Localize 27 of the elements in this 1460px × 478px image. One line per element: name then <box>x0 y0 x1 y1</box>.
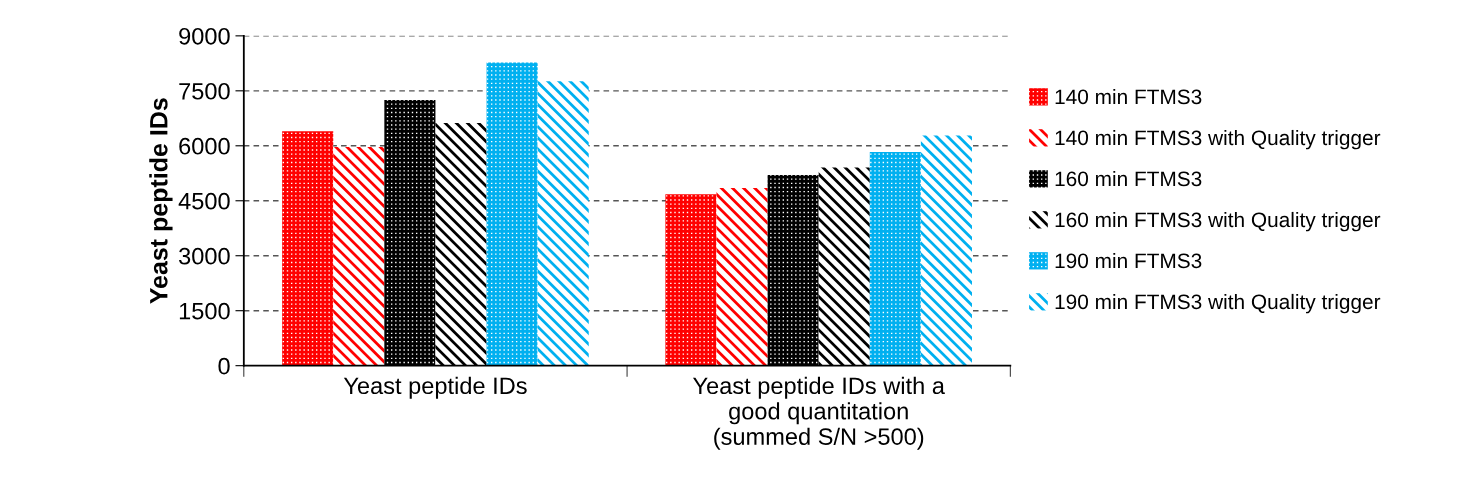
x-tick-label: Yeast peptide IDs with a good quantitation (summed S/N >500) <box>692 376 945 450</box>
bar <box>384 99 436 366</box>
y-tick-label: 1500 <box>179 302 230 320</box>
bar <box>665 194 717 366</box>
y-tick-label: 9000 <box>179 27 230 45</box>
legend-label: 190 min FTMS3 with Quality trigger <box>1055 293 1381 314</box>
bar <box>486 62 538 366</box>
bar <box>435 123 487 366</box>
legend-label: 160 min FTMS3 with Quality trigger <box>1055 211 1381 232</box>
bar <box>869 152 921 366</box>
bar <box>537 81 589 366</box>
bar <box>920 135 972 366</box>
y-axis-title: Yeast peptide IDs <box>149 98 173 304</box>
y-tick-label: 6000 <box>179 137 230 155</box>
y-tick-label: 3000 <box>179 247 230 265</box>
bar <box>818 167 870 366</box>
y-tick-label: 4500 <box>178 192 230 210</box>
y-tick-label: 7500 <box>179 82 230 100</box>
bar <box>282 131 334 366</box>
y-tick-label: 0 <box>218 357 230 375</box>
bar <box>716 187 768 366</box>
bar <box>767 175 819 366</box>
legend-label: 160 min FTMS3 <box>1055 170 1202 187</box>
legend-label: 140 min FTMS3 with Quality trigger <box>1055 129 1381 150</box>
bar <box>333 146 385 366</box>
legend-label: 190 min FTMS3 <box>1055 252 1202 269</box>
legend-label: 140 min FTMS3 <box>1055 88 1202 105</box>
